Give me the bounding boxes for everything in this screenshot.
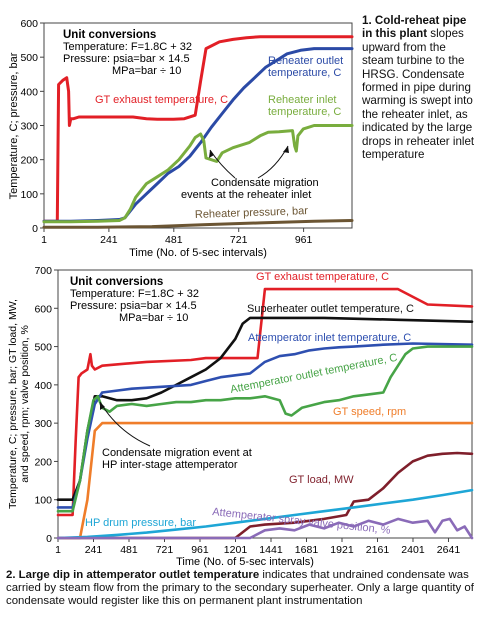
chart1-ylabel: Temperature, C; pressure, bar xyxy=(8,52,20,199)
series-line-2-5 xyxy=(56,451,474,540)
label-superheater-outlet: Superheater outlet temperature, C xyxy=(247,303,414,315)
chart2-conversion-line-1: Temperature: F=1.8C + 32 xyxy=(70,288,199,300)
label-reheater-inlet-l1: Reheater inlet xyxy=(268,94,337,106)
label-reheater-outlet-l2: temperature, C xyxy=(268,67,341,79)
series-line-2-2 xyxy=(56,342,474,509)
chart1-conversion-line-3: MPa=bar ÷ 10 xyxy=(112,65,181,77)
label-reheater-inlet-l2: temperature, C xyxy=(268,106,341,118)
caption-2-body: indicates that undrained condensate was … xyxy=(6,569,474,608)
series-line-1-3 xyxy=(42,219,354,229)
x-tick-label: 1 xyxy=(41,234,47,246)
annotation-line-1: Condensate migration xyxy=(211,177,319,189)
x-tick-label: 1 xyxy=(55,544,61,556)
x-tick-label: 241 xyxy=(100,234,118,246)
chart2-conversion-line-2: Pressure: psia=bar × 14.5 xyxy=(70,300,197,312)
series-line-2-6 xyxy=(56,488,474,540)
y-tick-label: 100 xyxy=(34,495,52,507)
label-attemperator-inlet: Attemperator inlet temperature, C xyxy=(248,332,411,344)
y-tick-label: 300 xyxy=(20,121,38,133)
y-tick-label: 600 xyxy=(34,303,52,315)
series-line-1-0 xyxy=(42,35,354,223)
y-tick-label: 200 xyxy=(34,456,52,468)
caption-1-title: 1. Cold-reheat pipe in this plant xyxy=(362,14,467,41)
chart1-xlabel: Time (No. of 5-sec intervals) xyxy=(129,247,267,259)
y-tick-label: 400 xyxy=(34,380,52,392)
y-tick-label: 0 xyxy=(32,223,38,235)
chart1-conversion-line-2: Pressure: psia=bar × 14.5 xyxy=(63,53,190,65)
x-tick-label: 1921 xyxy=(330,544,354,556)
chart2-conversions-title: Unit conversions xyxy=(70,276,163,288)
y-tick-label: 200 xyxy=(20,155,38,167)
y-tick-label: 500 xyxy=(34,342,52,354)
x-tick-label: 2161 xyxy=(366,544,390,556)
caption-2-title: 2. Large dip in attemperator outlet temp… xyxy=(6,569,260,581)
y-tick-label: 500 xyxy=(20,52,38,64)
y-tick-label: 700 xyxy=(34,265,52,277)
x-tick-label: 2401 xyxy=(401,544,425,556)
annotation-2-line-1: Condensate migration event at xyxy=(102,447,252,459)
y-tick-label: 600 xyxy=(20,18,38,30)
y-tick-label: 300 xyxy=(34,418,52,430)
annotation-2-arrowhead xyxy=(100,402,105,410)
series-line-2-3 xyxy=(56,345,474,513)
chart2-conversion-line-3: MPa=bar ÷ 10 xyxy=(119,312,188,324)
label-gt-speed: GT speed, rpm xyxy=(333,406,406,418)
chart-2: 0 100 200 300 400 500 600 700 1 241 481 721 961 1201… xyxy=(7,265,474,568)
series-line-2-1 xyxy=(56,316,474,502)
x-tick-label: 721 xyxy=(156,544,174,556)
caption-1: 1. Cold-reheat pipe in this plant slopes… xyxy=(362,14,476,161)
label-hp-drum-pressure: HP drum pressure, bar xyxy=(85,517,196,529)
chart2-ylabel-line-1: Temperature, C; pressure, bar; GT load, … xyxy=(7,299,19,509)
annotation-line-2: events at the reheater inlet xyxy=(181,189,311,201)
chart2-ylabel-line-2: and speed, rpm; valve position, % xyxy=(19,325,31,483)
label-reheater-outlet-l1: Reheater outlet xyxy=(268,55,343,67)
series-line-2-0 xyxy=(56,287,474,517)
annotation-2-line-2: HP inter-stage attemperator xyxy=(102,459,238,471)
y-tick-label: 100 xyxy=(20,189,38,201)
caption-1-body: slopes upward from the steam turbine to … xyxy=(362,27,475,162)
x-tick-label: 961 xyxy=(191,544,209,556)
chart-1: 0 100 200 300 400 500 600 1 241 481 721 961 Temper… xyxy=(8,18,354,259)
label-gt-load: GT load, MW xyxy=(289,474,354,486)
y-tick-label: 400 xyxy=(20,86,38,98)
y-tick-label: 0 xyxy=(46,533,52,545)
x-tick-label: 1441 xyxy=(259,544,283,556)
x-tick-label: 2641 xyxy=(437,544,461,556)
series-line-1-2 xyxy=(42,124,354,224)
x-tick-label: 961 xyxy=(295,234,313,246)
x-tick-label: 481 xyxy=(165,234,183,246)
series-line-2-7 xyxy=(56,517,474,540)
chart2-xlabel: Time (No. of 5-sec intervals) xyxy=(176,556,314,568)
chart1-conversions-title: Unit conversions xyxy=(63,29,156,41)
label-gt-exhaust: GT exhaust temperature, C xyxy=(95,94,228,106)
annotation-arrowhead-1 xyxy=(209,150,214,158)
x-tick-label: 241 xyxy=(85,544,103,556)
caption-2: 2. Large dip in attemperator outlet temp… xyxy=(6,569,476,609)
x-tick-label: 721 xyxy=(230,234,248,246)
annotation-arrowhead-2 xyxy=(283,146,289,153)
label-reheater-pressure: Reheater pressure, bar xyxy=(195,205,309,221)
x-tick-label: 1201 xyxy=(224,544,248,556)
label-gt-exhaust-2: GT exhaust temperature, C xyxy=(256,271,389,283)
x-tick-label: 481 xyxy=(120,544,138,556)
x-tick-label: 1681 xyxy=(295,544,319,556)
chart1-conversion-line-1: Temperature: F=1.8C + 32 xyxy=(63,41,192,53)
